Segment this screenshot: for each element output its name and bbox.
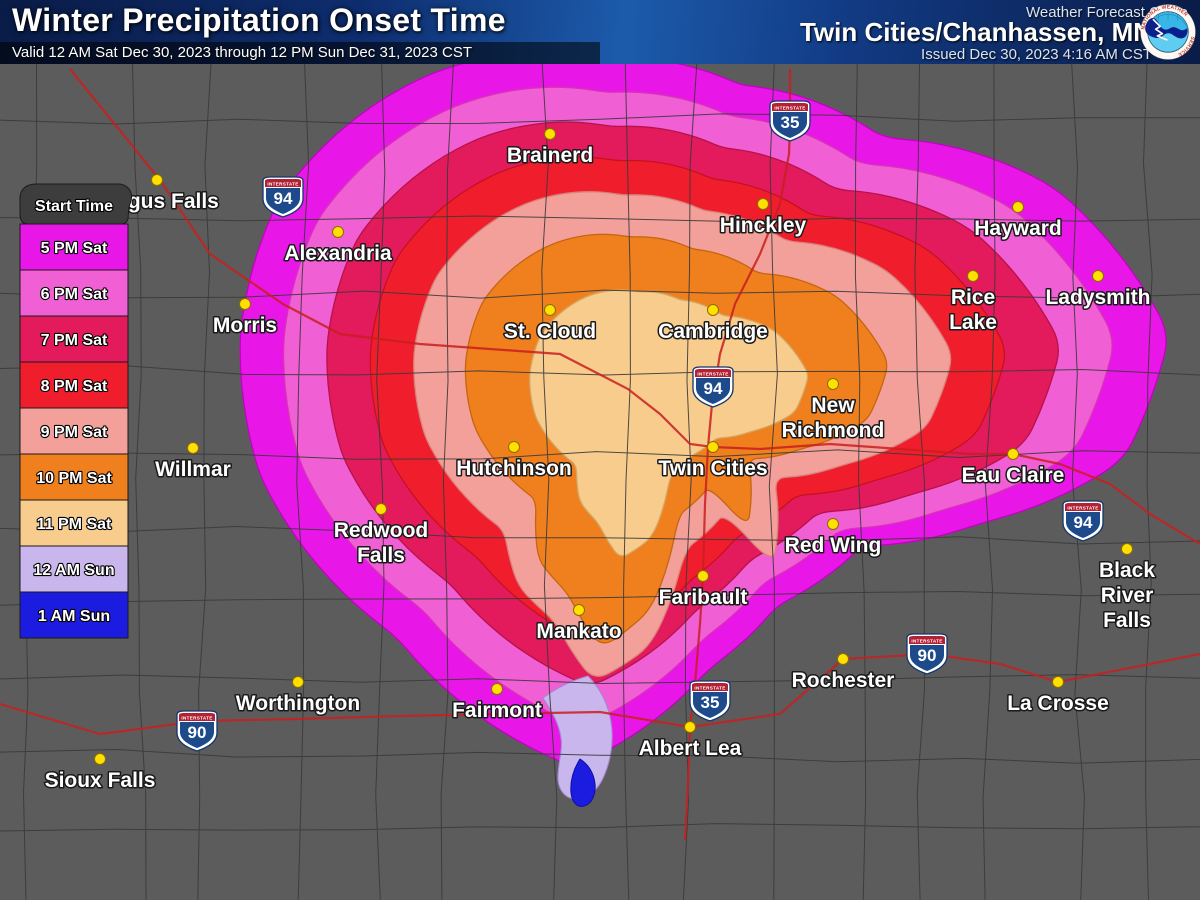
svg-text:1 AM Sun: 1 AM Sun [38,608,110,625]
svg-text:35: 35 [701,693,720,712]
svg-text:Hayward: Hayward [974,217,1062,240]
svg-text:Redwood: Redwood [334,519,429,542]
svg-text:Brainerd: Brainerd [507,144,593,167]
svg-text:Falls: Falls [1103,609,1151,632]
svg-text:INTERSTATE: INTERSTATE [1067,506,1098,511]
svg-text:INTERSTATE: INTERSTATE [181,716,212,721]
svg-text:Alexandria: Alexandria [284,242,392,265]
svg-text:94: 94 [1074,513,1093,532]
svg-text:7 PM Sat: 7 PM Sat [41,332,108,349]
svg-text:Twin Cities: Twin Cities [658,457,767,480]
svg-text:Start Time: Start Time [35,198,113,215]
svg-text:Rochester: Rochester [792,669,895,692]
svg-text:Black: Black [1099,559,1155,582]
svg-text:Worthington: Worthington [236,692,360,715]
svg-text:Cambridge: Cambridge [658,320,768,343]
svg-text:Ladysmith: Ladysmith [1045,286,1150,309]
svg-text:INTERSTATE: INTERSTATE [911,639,942,644]
svg-text:New: New [811,394,855,417]
svg-text:Richmond: Richmond [782,419,885,442]
svg-text:10 PM Sat: 10 PM Sat [36,470,112,487]
svg-text:Mankato: Mankato [536,620,621,643]
svg-text:La Crosse: La Crosse [1007,692,1109,715]
svg-text:INTERSTATE: INTERSTATE [694,686,725,691]
svg-text:Lake: Lake [949,311,997,334]
svg-text:Fairmont: Fairmont [452,699,542,722]
svg-text:Willmar: Willmar [155,458,231,481]
svg-text:90: 90 [188,723,207,742]
svg-text:INTERSTATE: INTERSTATE [774,106,805,111]
svg-text:6 PM Sat: 6 PM Sat [41,286,108,303]
svg-text:9 PM Sat: 9 PM Sat [41,424,108,441]
svg-text:Morris: Morris [213,314,277,337]
svg-text:INTERSTATE: INTERSTATE [697,372,728,377]
svg-text:Hutchinson: Hutchinson [456,457,572,480]
svg-text:94: 94 [704,379,723,398]
svg-text:Eau Claire: Eau Claire [962,464,1065,487]
svg-text:St. Cloud: St. Cloud [504,320,596,343]
svg-text:35: 35 [781,113,800,132]
svg-text:Sioux Falls: Sioux Falls [45,769,156,792]
svg-text:INTERSTATE: INTERSTATE [267,182,298,187]
svg-text:Faribault: Faribault [659,586,748,609]
svg-text:Rice: Rice [951,286,995,309]
svg-text:12 AM Sun: 12 AM Sun [33,562,114,579]
svg-text:5 PM Sat: 5 PM Sat [41,240,108,257]
svg-text:River: River [1101,584,1154,607]
svg-text:8 PM Sat: 8 PM Sat [41,378,108,395]
svg-text:Hinckley: Hinckley [720,214,807,237]
svg-text:11 PM Sat: 11 PM Sat [37,516,112,533]
svg-text:94: 94 [274,189,293,208]
svg-text:Falls: Falls [357,544,405,567]
svg-text:Red Wing: Red Wing [785,534,882,557]
svg-text:90: 90 [918,646,937,665]
svg-text:Albert Lea: Albert Lea [639,737,742,760]
